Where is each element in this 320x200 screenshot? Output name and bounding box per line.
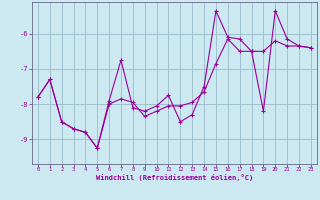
X-axis label: Windchill (Refroidissement éolien,°C): Windchill (Refroidissement éolien,°C) [96, 174, 253, 181]
